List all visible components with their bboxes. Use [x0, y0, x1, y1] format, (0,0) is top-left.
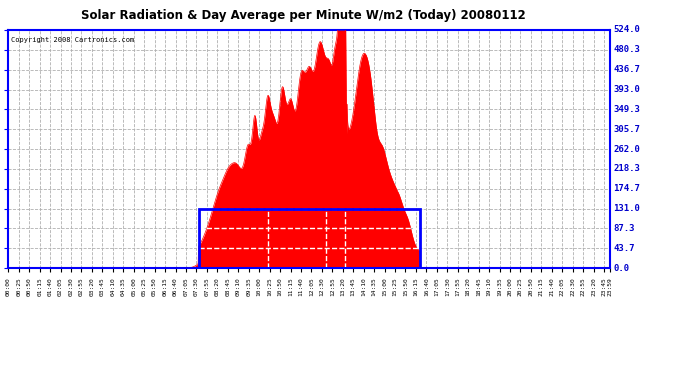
- Text: 131.0: 131.0: [613, 204, 640, 213]
- Text: 349.3: 349.3: [613, 105, 640, 114]
- Text: 436.7: 436.7: [613, 65, 640, 74]
- Text: 174.7: 174.7: [613, 184, 640, 193]
- Text: 480.3: 480.3: [613, 45, 640, 54]
- Text: 43.7: 43.7: [613, 244, 635, 253]
- Text: Copyright 2008 Cartronics.com: Copyright 2008 Cartronics.com: [11, 37, 135, 43]
- Text: 218.3: 218.3: [613, 164, 640, 173]
- Text: 0.0: 0.0: [613, 264, 629, 273]
- Text: 262.0: 262.0: [613, 145, 640, 154]
- Text: Solar Radiation & Day Average per Minute W/m2 (Today) 20080112: Solar Radiation & Day Average per Minute…: [81, 9, 526, 22]
- Text: 524.0: 524.0: [613, 26, 640, 34]
- Text: 393.0: 393.0: [613, 85, 640, 94]
- Bar: [199, 209, 420, 268]
- Text: 87.3: 87.3: [613, 224, 635, 233]
- Text: 305.7: 305.7: [613, 125, 640, 134]
